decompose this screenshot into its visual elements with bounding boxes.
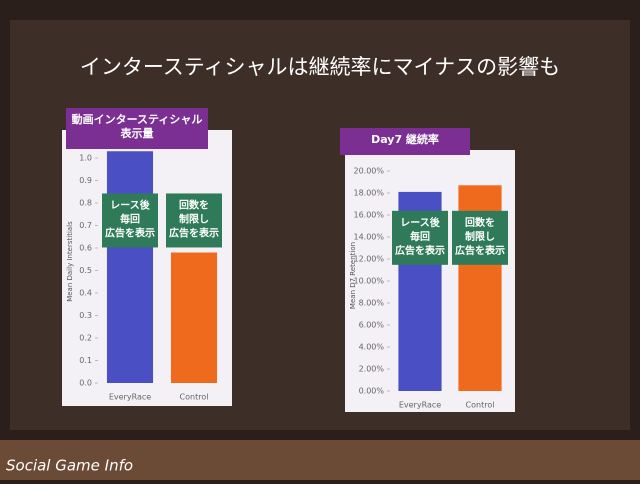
y-tick-label: 0.0 bbox=[79, 379, 92, 388]
y-tick-label: 0.8 bbox=[79, 199, 92, 208]
chart-title: Day7 継続率 bbox=[371, 132, 439, 146]
annotation-text: 毎回 bbox=[120, 212, 140, 225]
y-tick-label: 4.00% bbox=[359, 343, 385, 352]
y-tick-label: 0.3 bbox=[79, 311, 92, 320]
y-tick-label: 0.7 bbox=[79, 221, 92, 230]
y-tick-label: 0.00% bbox=[359, 387, 385, 396]
bar bbox=[170, 252, 218, 383]
annotation-text: レース後 bbox=[110, 198, 150, 211]
annotation-text: 回数を bbox=[179, 198, 209, 211]
y-tick-label: 6.00% bbox=[359, 321, 385, 330]
y-tick-label: 0.1 bbox=[79, 356, 92, 365]
y-tick-label: 10.00% bbox=[353, 277, 384, 286]
annotation-box bbox=[392, 210, 448, 265]
chart-title-tab bbox=[66, 108, 208, 149]
annotation-text: 制限し bbox=[179, 212, 209, 225]
y-tick-label: 0.9 bbox=[79, 176, 92, 185]
y-tick-label: 0.5 bbox=[79, 266, 92, 275]
annotation-box bbox=[452, 210, 508, 265]
x-tick-label: Control bbox=[180, 393, 209, 402]
y-tick-label: 18.00% bbox=[353, 189, 384, 198]
y-axis-label: Mean D7 Retention bbox=[349, 242, 357, 309]
slide-title: インタースティシャルは継続率にマイナスの影響も bbox=[80, 55, 560, 79]
annotation-text: レース後 bbox=[400, 216, 440, 229]
annotation-text: 毎回 bbox=[410, 230, 430, 243]
y-tick-label: 14.00% bbox=[353, 233, 384, 242]
annotation-text: 広告を表示 bbox=[395, 244, 445, 257]
x-tick-label: EveryRace bbox=[109, 393, 151, 402]
annotation-box bbox=[166, 193, 222, 248]
y-tick-label: 0.4 bbox=[79, 289, 92, 298]
y-axis-label: Mean Daily Interstitials bbox=[66, 221, 74, 302]
y-tick-label: 0.6 bbox=[79, 244, 92, 253]
x-tick-label: Control bbox=[466, 401, 495, 410]
annotation-text: 制限し bbox=[465, 230, 495, 243]
y-tick-label: 12.00% bbox=[353, 255, 384, 264]
annotation-box bbox=[102, 193, 158, 248]
y-tick-label: 8.00% bbox=[359, 299, 385, 308]
watermark: Social Game Info bbox=[6, 457, 133, 475]
annotation-text: 広告を表示 bbox=[105, 226, 155, 239]
y-tick-label: 0.2 bbox=[79, 334, 92, 343]
y-tick-label: 2.00% bbox=[359, 365, 385, 374]
annotation-text: 回数を bbox=[465, 216, 495, 229]
y-tick-label: 16.00% bbox=[353, 211, 384, 220]
y-tick-label: 20.00% bbox=[353, 167, 384, 176]
chart-title: 表示量 bbox=[120, 126, 154, 140]
x-tick-label: EveryRace bbox=[399, 401, 441, 410]
annotation-text: 広告を表示 bbox=[455, 244, 505, 257]
y-tick-label: 1.0 bbox=[79, 154, 92, 163]
chart-title: 動画インタースティシャル bbox=[72, 112, 203, 126]
annotation-text: 広告を表示 bbox=[169, 226, 219, 239]
chart-title-tab bbox=[340, 128, 470, 155]
curtain bbox=[0, 440, 640, 480]
bar bbox=[106, 151, 154, 383]
